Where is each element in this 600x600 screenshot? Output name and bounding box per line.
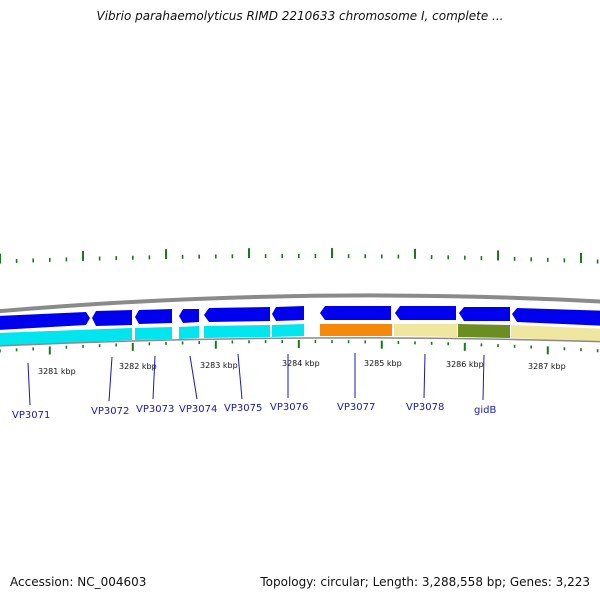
gene-arrow[interactable] <box>135 309 172 324</box>
cds-baseline <box>0 337 600 347</box>
kbp-label: 3283 kbp <box>200 361 238 370</box>
cds-segment-khaki[interactable] <box>511 325 600 342</box>
gene-track-outer <box>0 306 600 330</box>
gene-label-vp3071[interactable]: VP3071 <box>12 410 50 421</box>
gene-arrow[interactable] <box>0 312 90 330</box>
gene-arrow[interactable] <box>272 306 304 321</box>
gene-arrow[interactable] <box>92 310 132 326</box>
kbp-label: 3284 kbp <box>282 359 320 368</box>
kbp-label: 3281 kbp <box>38 367 76 376</box>
kbp-label: 3282 kbp <box>119 362 157 371</box>
cds-segment-olive[interactable] <box>458 324 510 338</box>
cds-segment[interactable] <box>204 325 270 338</box>
gene-arrow[interactable] <box>512 308 600 326</box>
gene-label-gidb[interactable]: gidB <box>474 405 496 416</box>
gc-content-ticks <box>0 248 599 264</box>
backbone-arc <box>0 293 600 314</box>
kbp-label: 3285 kbp <box>364 359 402 368</box>
kbp-label: 3287 kbp <box>528 362 566 371</box>
gene-arrow[interactable] <box>204 307 270 322</box>
gene-arrow[interactable] <box>179 309 199 323</box>
gene-label-leaders <box>27 353 485 406</box>
cds-segment-khaki[interactable] <box>394 324 457 337</box>
kbp-label: 3286 kbp <box>446 360 484 369</box>
cds-segment[interactable] <box>135 327 172 340</box>
cds-segment[interactable] <box>272 324 304 337</box>
gene-labels: VP3071 VP3072 VP3073 VP3074 VP3075 VP307… <box>12 402 496 421</box>
cds-segment-orange[interactable] <box>320 324 392 336</box>
genome-summary-text: Topology: circular; Length: 3,288,558 bp… <box>260 575 590 589</box>
gene-label-vp3078[interactable]: VP3078 <box>406 402 444 413</box>
gene-arrow[interactable] <box>459 307 510 321</box>
gene-arrow[interactable] <box>395 306 456 320</box>
kbp-labels: 3281 kbp 3282 kbp 3283 kbp 3284 kbp 3285… <box>38 359 566 376</box>
gene-label-vp3076[interactable]: VP3076 <box>270 402 308 413</box>
cds-segment[interactable] <box>179 326 199 339</box>
map-title: Vibrio parahaemolyticus RIMD 2210633 chr… <box>96 9 504 23</box>
gene-arrow[interactable] <box>320 306 391 320</box>
gene-label-vp3072[interactable]: VP3072 <box>91 406 129 417</box>
gene-label-vp3074[interactable]: VP3074 <box>179 404 217 415</box>
accession-text: Accession: NC_004603 <box>10 575 147 589</box>
gene-label-vp3075[interactable]: VP3075 <box>224 403 262 414</box>
gene-label-vp3077[interactable]: VP3077 <box>337 402 375 413</box>
gene-label-vp3073[interactable]: VP3073 <box>136 404 174 415</box>
cds-band-inner <box>0 324 600 347</box>
position-ticks <box>0 340 599 355</box>
